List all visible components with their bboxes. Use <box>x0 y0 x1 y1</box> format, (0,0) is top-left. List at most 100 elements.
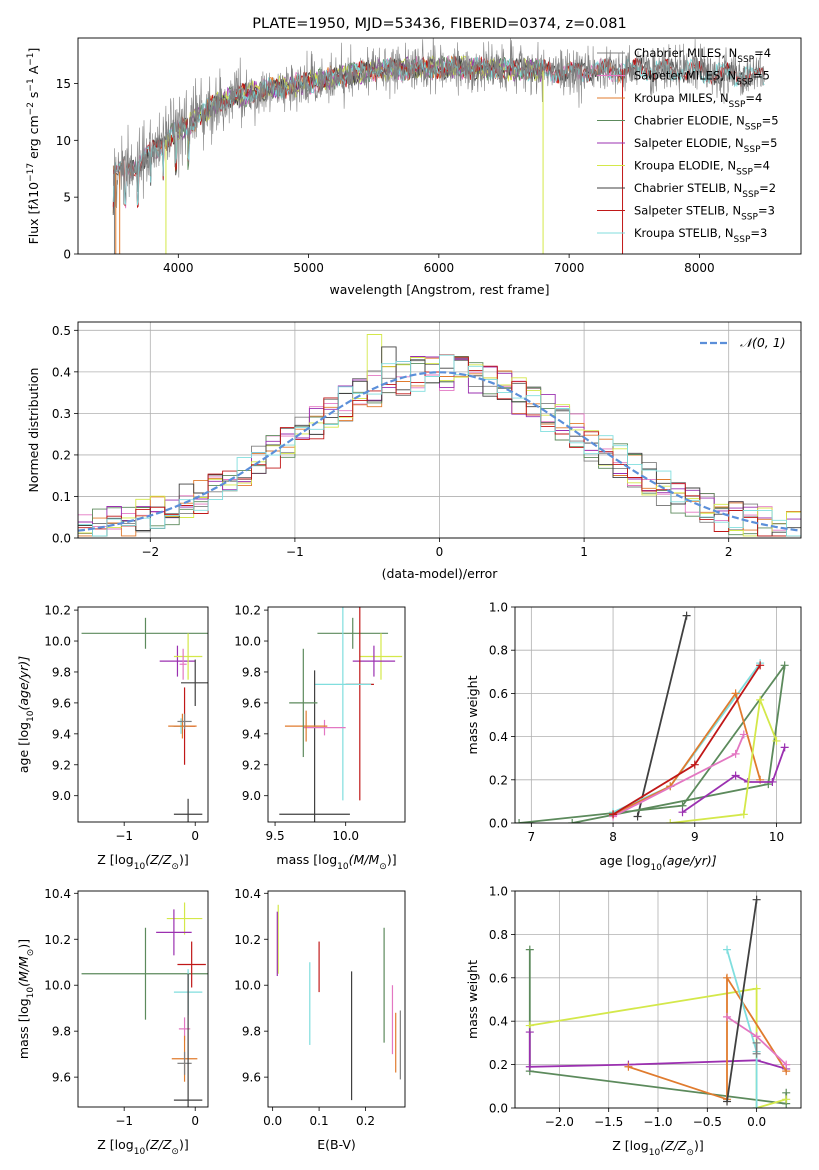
weight-age-series-salpeter_stelib <box>609 661 765 819</box>
spectrum-axes: 4000 5000 6000 7000 8000 0 5 10 15 <box>56 77 715 275</box>
age-mass-ytick-label: 9.2 <box>242 758 261 772</box>
spectrum-xtick-label: 5000 <box>293 261 324 275</box>
weight-z-marker <box>782 1060 791 1069</box>
age-z-ytick-label: 9.2 <box>52 758 71 772</box>
weight-age-line-kroupa_elodie <box>670 696 778 823</box>
hist-series-chabrier_stelib <box>78 346 801 538</box>
age-z-errorbar-chabrier_stelib <box>173 798 203 822</box>
age-mass-errorbar-salpeter_elodie <box>352 645 396 677</box>
weight-age-marker <box>731 689 740 698</box>
weight-age-ytick-label: 0.0 <box>489 817 508 831</box>
mass-z-ylabel: mass [log10(M/M⊙)] <box>16 939 36 1059</box>
spectrum-ytick-label: 0 <box>63 248 71 262</box>
weight-z-series-salpeter_miles <box>723 1012 791 1069</box>
spectrum-legend: Chabrier MILES, NSSP=4 Salpeter MILES, NS… <box>597 46 779 245</box>
weight-z-xtick-label: −2.0 <box>545 1115 574 1129</box>
mass-z-errorbar-chabrier_miles <box>177 1051 192 1075</box>
weight-age-marker <box>678 808 687 817</box>
residuals-ytick-label: 0.4 <box>52 365 71 379</box>
age-z-ytick-label: 10.0 <box>44 635 71 649</box>
weight-age-series-salpeter_miles <box>609 730 748 821</box>
age-z-errorbar-chabrier_miles <box>177 713 192 730</box>
age-z-ytick-label: 9.4 <box>52 727 71 741</box>
age-mass-xtick-label: 9.5 <box>266 829 285 843</box>
weight-z-marker <box>752 984 761 993</box>
weight-age-marker <box>780 661 789 670</box>
weight-age-marker <box>609 810 618 819</box>
age-mass-xlabel: mass [log10(M/M⊙)] <box>276 852 396 872</box>
age-mass-ytick-label: 9.8 <box>242 665 261 679</box>
age-z-errorbar-salpeter_miles <box>179 648 187 680</box>
weight-age-marker <box>768 777 777 786</box>
weight-age-ytick-label: 0.6 <box>489 687 508 701</box>
mass-z-axes: −1 0 9.6 9.8 10.0 10.2 10.4 <box>44 887 199 1128</box>
mass-z-errorbar-chabrier_stelib <box>173 973 203 1107</box>
weight-age-marker <box>780 743 789 752</box>
age-z-xtick-label: −1 <box>115 829 133 843</box>
mass-ebv-axes: 0.0 0.1 0.2 9.6 9.8 10.0 10.2 10.4 <box>234 887 375 1128</box>
mass-z-frame <box>77 890 209 1108</box>
mass-ebv-xtick-label: 0.2 <box>356 1114 375 1128</box>
legend-entry-salpeter_elodie: Salpeter ELODIE, NSSP=5 <box>634 136 777 155</box>
age-mass-errorbar-salpeter_miles <box>303 719 346 736</box>
spectrum-xtick-label: 4000 <box>163 261 194 275</box>
weight-z-ytick-label: 0.2 <box>489 1058 508 1072</box>
legend-entry-salpeter_miles: Salpeter MILES, NSSP=5 <box>634 69 770 88</box>
mass-z-ytick-label: 10.4 <box>44 887 71 901</box>
mass-ebv-ytick-label: 10.0 <box>234 979 261 993</box>
weight-z-xtick-label: 0.0 <box>747 1115 766 1129</box>
age-z-ylabel: age [log10(age/yr)] <box>16 656 36 773</box>
age-mass-errorbar-kroupa_elodie <box>359 633 403 680</box>
age-mass-ytick-label: 9.6 <box>242 696 261 710</box>
weight-age-marker <box>756 661 765 670</box>
weight-age-ytick-label: 0.2 <box>489 773 508 787</box>
weight-z-series-chabrier_stelib <box>723 895 761 1106</box>
hist-series-kroupa_stelib <box>78 354 801 538</box>
age-z-ytick-label: 9.6 <box>52 696 71 710</box>
weight-age-marker <box>666 819 675 823</box>
weight-z-marker <box>525 1028 534 1037</box>
mass-ebv-ytick-label: 10.2 <box>234 933 261 947</box>
age-z-errorbar-kroupa_elodie <box>173 633 203 680</box>
weight-age-frame <box>514 606 802 824</box>
weight-age-series-kroupa_elodie <box>666 695 781 823</box>
weight-z-axes: −2.0 −1.5 −1.0 −0.5 0.0 0.0 0.2 0.4 0.6 0.8 1.0 <box>489 885 801 1129</box>
weight-age-marker <box>568 819 577 823</box>
age-z-ytick-label: 9.8 <box>52 665 71 679</box>
mass-z-ytick-label: 9.8 <box>52 1025 71 1039</box>
spectrum-ytick-label: 10 <box>56 134 71 148</box>
weight-age-marker <box>633 812 642 821</box>
legend-entry-salpeter_stelib: Salpeter STELIB, NSSP=3 <box>634 204 775 223</box>
weight-age-series-chabrier_elodie <box>515 661 789 823</box>
weight-z-xlabel: Z [log10(Z/Z⊙)] <box>612 1138 703 1158</box>
weight-age-line-kroupa_miles <box>612 691 761 816</box>
weight-z-marker <box>525 1062 534 1071</box>
age-z-ytick-label: 9.0 <box>52 789 71 803</box>
weight-z-marker <box>782 1095 791 1104</box>
weight-age-marker <box>772 736 781 745</box>
weight-age-xtick-label: 8 <box>609 830 617 844</box>
hist-series-chabrier_miles <box>78 357 801 538</box>
mass-z-errorbar-salpeter_stelib <box>177 941 206 988</box>
age-mass-errorbar-chabrier_elodie <box>317 617 389 649</box>
weight-z-marker <box>752 1104 761 1108</box>
age-mass-ytick-label: 9.4 <box>242 727 261 741</box>
spectrum-xtick-label: 8000 <box>684 261 715 275</box>
weight-age-ytick-label: 0.4 <box>489 730 508 744</box>
weight-z-frame <box>514 890 802 1109</box>
spectrum-title: PLATE=1950, MJD=53436, FIBERID=0374, z=0… <box>252 16 626 32</box>
weight-z-ylabel: mass weight <box>465 960 480 1039</box>
spectrum-ytick-label: 15 <box>56 77 71 91</box>
weight-age-axes: 7 8 9 10 0.0 0.2 0.4 0.6 0.8 1.0 <box>489 601 801 844</box>
weight-z-xtick-label: −1.0 <box>643 1115 672 1129</box>
weight-age-marker <box>731 749 740 758</box>
residuals-xlabel: (data-model)/error <box>382 566 499 581</box>
mass-ebv-ytick-label: 10.4 <box>234 887 261 901</box>
weight-age-marker <box>515 819 524 823</box>
mass-z-errorbar-kroupa_elodie <box>166 902 203 935</box>
age-mass-ytick-label: 10.2 <box>234 604 261 618</box>
weight-age-line-chabrier_stelib <box>636 615 688 817</box>
weight-age-ytick-label: 0.8 <box>489 644 508 658</box>
residuals-ytick-label: 0.5 <box>52 324 71 338</box>
age-z-axes: −1 0 9.0 9.2 9.4 9.6 9.8 10.0 10.2 <box>44 604 199 843</box>
